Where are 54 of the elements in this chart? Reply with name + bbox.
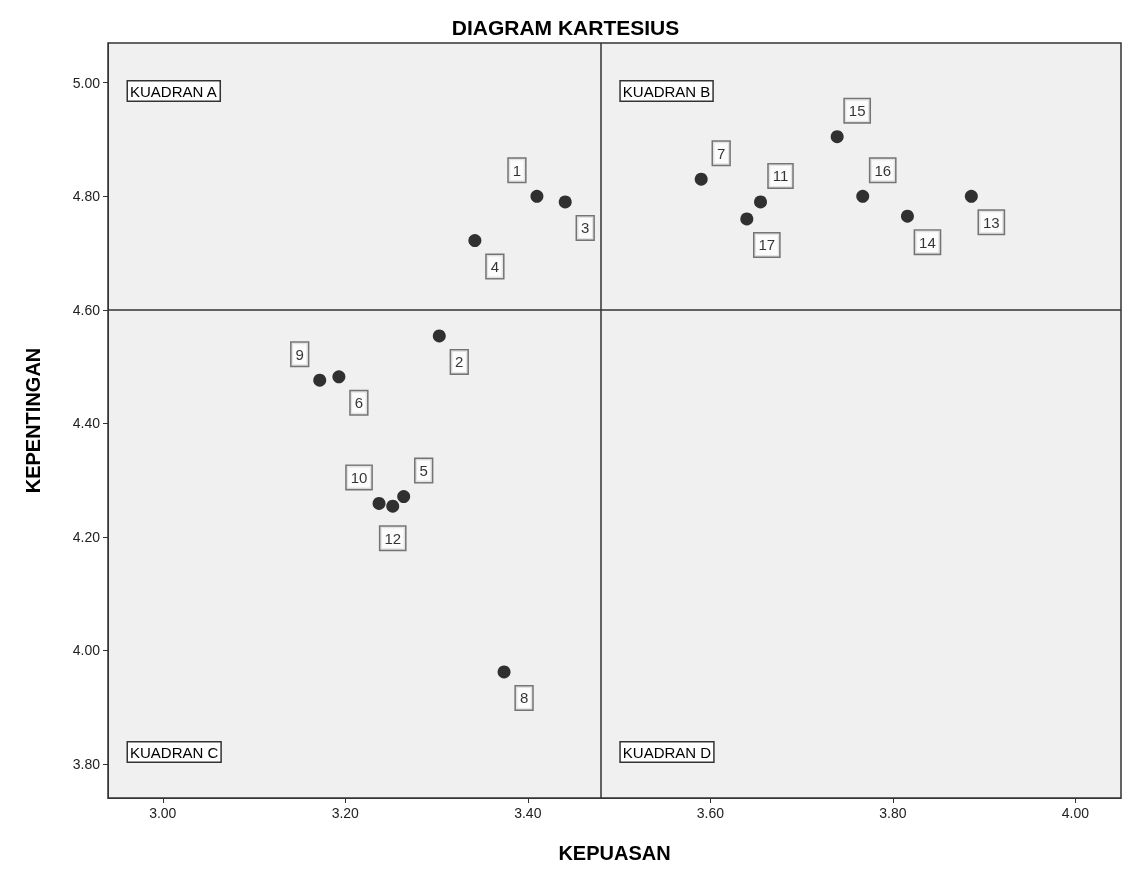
point — [372, 496, 386, 510]
point — [497, 665, 511, 679]
x-tick-label: 3.40 — [514, 805, 542, 821]
series-label: 10 — [350, 468, 368, 486]
point — [332, 370, 346, 384]
point — [754, 195, 768, 209]
series-label: 8 — [519, 689, 529, 707]
point — [964, 189, 978, 203]
annotation: KUADRAN B — [622, 82, 711, 100]
x-tick-label: 3.20 — [331, 805, 360, 821]
series-label: 6 — [354, 394, 364, 412]
y-tick-label: 4.20 — [72, 528, 101, 545]
point — [432, 329, 446, 343]
y-tick-label: 4.40 — [72, 415, 101, 432]
annotation: KUADRAN D — [622, 743, 712, 761]
series-label: 4 — [490, 258, 500, 276]
x-tick-label: 3.80 — [879, 805, 907, 821]
series-label: 2 — [455, 353, 464, 371]
series-label: 7 — [717, 144, 726, 162]
series-label: 14 — [919, 233, 936, 251]
y-tick-label: 5.00 — [72, 74, 101, 91]
y-tick-label: 4.80 — [72, 188, 101, 205]
annotation: KUADRAN A — [130, 82, 217, 100]
point — [397, 490, 411, 504]
series-label: 9 — [295, 345, 304, 363]
point — [740, 212, 754, 226]
series-label: 16 — [874, 161, 892, 179]
series-label: 1 — [512, 161, 522, 179]
series-label: 11 — [772, 167, 789, 185]
y-axis-title: KEPENTINGAN — [22, 347, 44, 494]
x-tick-label: 3.60 — [696, 805, 725, 821]
point — [694, 172, 708, 186]
y-tick-label: 4.00 — [72, 642, 101, 659]
x-tick-label: 3.00 — [149, 805, 177, 821]
point — [558, 195, 572, 209]
point — [313, 373, 327, 387]
series-label: 12 — [384, 529, 402, 547]
series-label: 13 — [982, 213, 1000, 231]
y-tick-label: 3.80 — [72, 755, 101, 772]
point — [530, 189, 544, 203]
series-label: 5 — [419, 462, 428, 480]
x-tick-label: 4.00 — [1061, 805, 1090, 821]
point — [900, 209, 914, 223]
point — [830, 130, 844, 144]
chart-title: DIAGRAM KARTESIUS — [451, 16, 680, 39]
x-axis-title: KEPUASAN — [558, 842, 671, 864]
series-label: 17 — [758, 236, 776, 254]
series-label: 15 — [848, 102, 866, 120]
y-tick-label: 4.60 — [72, 301, 101, 318]
annotation: KUADRAN C — [130, 743, 219, 761]
point — [856, 189, 870, 203]
series-label: 3 — [581, 219, 590, 237]
point — [468, 234, 482, 248]
point — [386, 499, 400, 513]
